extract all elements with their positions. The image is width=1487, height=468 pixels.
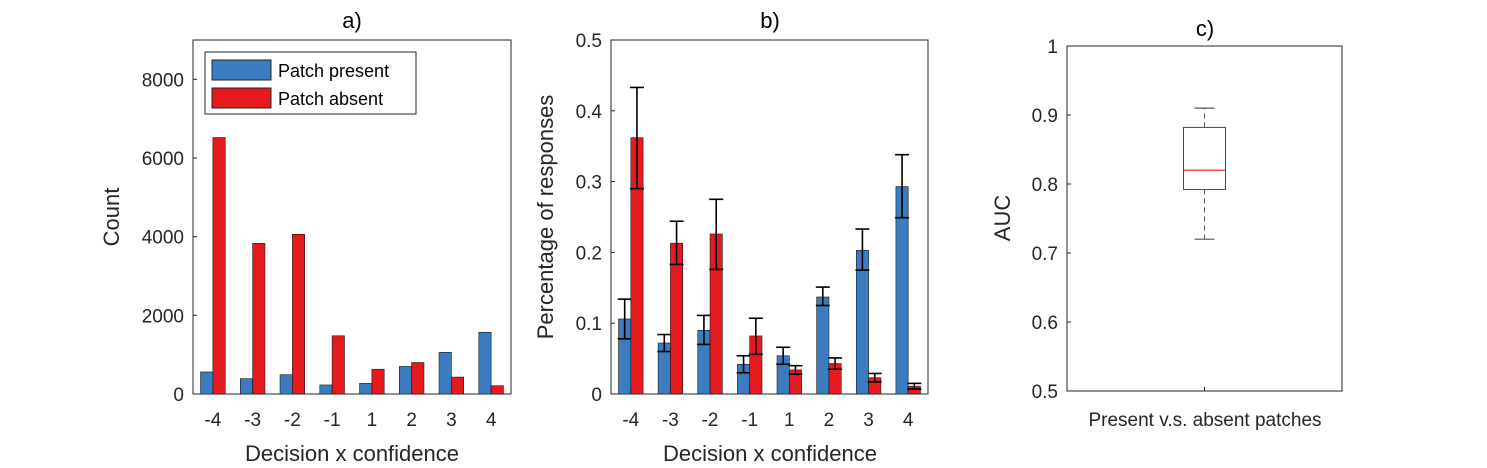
panel-b-ytick-label: 0.4: [576, 102, 603, 123]
panel-b-ytick-label: 0.1: [576, 314, 602, 335]
bar-absent--2: [292, 234, 305, 395]
panel-a-ylabel: Count: [99, 188, 124, 247]
panel-c-category-label: Present v.s. absent patches: [1088, 410, 1321, 431]
panel-b-xtick-label: -1: [741, 410, 758, 431]
bar-present-3: [855, 249, 869, 395]
panel-a-ytick-label: 4000: [142, 228, 184, 249]
panel-a-ytick-label: 6000: [142, 149, 184, 170]
bar-absent-3: [451, 376, 464, 395]
bar-present-2: [399, 366, 412, 395]
panel-a-xlabel: Decision x confidence: [245, 441, 459, 466]
bar-present--2: [279, 374, 293, 395]
panel-c-ylabel: AUC: [990, 195, 1015, 242]
panel-c-ytick-label: 0.7: [1032, 244, 1058, 265]
bar-absent-4: [490, 385, 504, 395]
bar-present-4: [478, 331, 492, 395]
panel-b-xtick-label: 4: [903, 410, 914, 431]
panel-a-xtick-label: 2: [406, 410, 417, 431]
panel-b-xtick-label: 1: [784, 410, 795, 431]
panel-a-ytick-label: 2000: [142, 306, 184, 327]
panel-b-ylabel: Percentage of responses: [533, 95, 558, 340]
bar-present--4: [200, 371, 214, 395]
panel-b-xtick-label: -2: [702, 410, 719, 431]
panel-b: b) 0 0.1 0.2 0.3 0.4 0.5 -4 -3 -2 -1 1 2 3 4 Percent…: [533, 8, 929, 466]
panel-b-title: b): [760, 8, 780, 33]
panel-a-xtick-label: -4: [204, 410, 221, 431]
legend-swatch-absent: [211, 87, 272, 109]
bar-absent--1: [331, 335, 345, 395]
panel-b-ytick-label: 0: [591, 385, 602, 406]
panel-b-ytick-label: 0.5: [576, 31, 602, 52]
bar-absent-1: [371, 368, 385, 395]
bar-absent-2: [411, 362, 425, 395]
panel-c: c) 0.5 0.6 0.7 0.8 0.9 1 AUC Present v.s. abs…: [990, 16, 1343, 431]
panel-a-xtick-label: -2: [284, 410, 301, 431]
panel-c-ytick-label: 1: [1047, 37, 1058, 58]
panel-b-xtick-label: -4: [622, 410, 639, 431]
legend-label-present: Patch present: [278, 61, 389, 81]
panel-a-xtick-label: -3: [244, 410, 261, 431]
bar-present-2: [816, 296, 830, 395]
panel-a-xtick-label: 4: [486, 410, 497, 431]
panel-b-xtick-label: 2: [824, 410, 835, 431]
panel-b-xlabel: Decision x confidence: [663, 441, 877, 466]
legend-label-absent: Patch absent: [278, 89, 383, 109]
bar-present--1: [319, 384, 333, 395]
panel-b-axes: [610, 39, 929, 395]
panel-c-ytick-label: 0.8: [1032, 175, 1058, 196]
bar-absent--3: [670, 242, 684, 395]
panel-a-ytick-label: 8000: [142, 70, 184, 91]
panel-b-xtick-label: -3: [662, 410, 679, 431]
bar-absent--3: [252, 243, 266, 395]
panel-c-ytick-label: 0.9: [1032, 106, 1058, 127]
box-iqr: [1183, 126, 1226, 191]
panel-a-xtick-label: 1: [367, 410, 378, 431]
panel-c-ytick-label: 0.5: [1032, 382, 1058, 403]
panel-b-ytick-label: 0.2: [576, 243, 602, 264]
legend-swatch-present: [211, 59, 272, 81]
bar-present-1: [359, 383, 373, 395]
panel-c-ytick-label: 0.6: [1032, 313, 1058, 334]
bar-absent--4: [212, 137, 226, 395]
panel-a-ytick-label: 0: [173, 385, 184, 406]
panel-b-ytick-label: 0.3: [576, 173, 602, 194]
panel-a-xtick-label: 3: [446, 410, 457, 431]
legend: Patch present Patch absent: [204, 51, 417, 115]
panel-c-title: c): [1196, 16, 1214, 41]
bar-present-3: [438, 352, 452, 395]
bar-present--3: [240, 378, 253, 395]
panel-a-xtick-label: -1: [324, 410, 341, 431]
panel-a-title: a): [342, 8, 362, 33]
panel-b-xtick-label: 3: [863, 410, 874, 431]
